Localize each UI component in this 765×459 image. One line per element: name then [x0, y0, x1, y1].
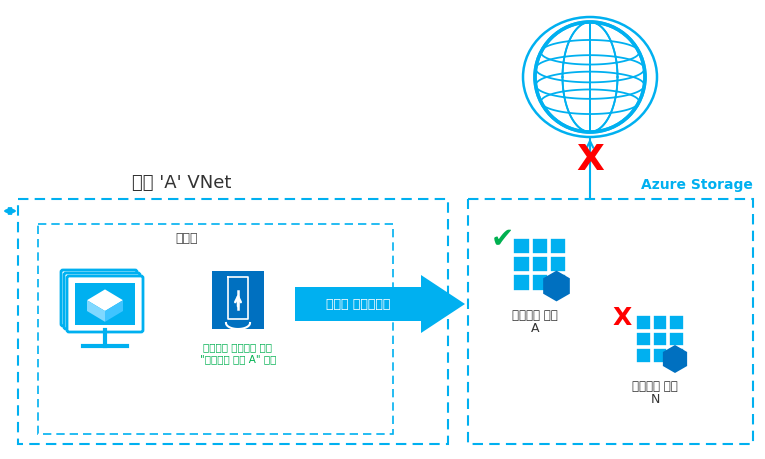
FancyBboxPatch shape [64, 274, 140, 329]
Bar [550, 256, 567, 273]
Bar [468, 200, 753, 444]
Text: 액세스를 허용하는 정책: 액세스를 허용하는 정책 [203, 341, 272, 351]
Bar [532, 274, 549, 291]
Text: A: A [531, 321, 539, 334]
Bar [550, 274, 567, 291]
Ellipse shape [523, 18, 657, 138]
Polygon shape [295, 275, 465, 333]
Polygon shape [105, 301, 123, 322]
Text: 스토리지 계정: 스토리지 계정 [512, 308, 558, 321]
Text: 고객 'A' VNet: 고객 'A' VNet [132, 174, 231, 191]
Bar [38, 224, 393, 434]
Bar [75, 283, 135, 325]
FancyBboxPatch shape [61, 270, 137, 326]
Text: N: N [650, 392, 659, 405]
Bar [513, 256, 530, 273]
Bar [653, 348, 667, 363]
Text: ✔: ✔ [490, 224, 513, 252]
Polygon shape [663, 345, 687, 373]
Polygon shape [87, 290, 123, 311]
Polygon shape [543, 271, 570, 302]
Bar [513, 238, 530, 254]
Bar [653, 332, 667, 347]
Bar [636, 332, 651, 347]
Bar [532, 238, 549, 254]
Text: X: X [612, 305, 632, 329]
Bar [18, 200, 448, 444]
Text: 서븏넷: 서븏넷 [176, 232, 198, 245]
Text: Azure Storage: Azure Storage [641, 178, 753, 191]
Bar [532, 256, 549, 273]
Text: X: X [576, 142, 604, 176]
Polygon shape [87, 301, 105, 322]
Bar [636, 315, 651, 330]
Text: 스토리지 계정: 스토리지 계정 [632, 379, 678, 392]
FancyBboxPatch shape [67, 276, 143, 332]
Bar [653, 315, 667, 330]
Text: "스토리지 계정 A" 전용: "스토리지 계정 A" 전용 [200, 353, 276, 363]
Bar [636, 348, 651, 363]
Bar [669, 348, 684, 363]
Text: 서비스 엔드포인트: 서비스 엔드포인트 [326, 298, 390, 311]
FancyBboxPatch shape [212, 271, 264, 329]
Bar [550, 238, 567, 254]
Bar [669, 332, 684, 347]
Bar [669, 315, 684, 330]
Bar [513, 274, 530, 291]
Circle shape [535, 23, 645, 133]
